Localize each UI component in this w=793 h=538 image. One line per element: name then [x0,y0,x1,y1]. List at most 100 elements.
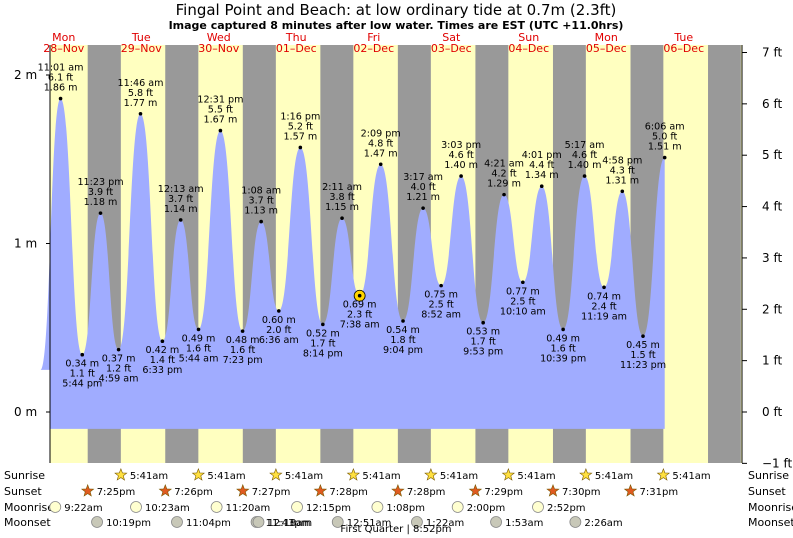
event-time: 2:52pm [547,503,586,514]
event-time: 7:31pm [640,487,679,498]
high-tide-label: 1.40 m [444,160,478,171]
low-tide-label: 0.53 m [466,327,500,338]
day-date: 03–Dec [431,42,472,55]
moonset-icon [91,516,103,528]
high-tide-label: 3:17 am [403,172,443,183]
low-tide-label: 7:23 pm [223,355,263,366]
sun-icon [114,467,128,481]
high-tide-label: 1.67 m [204,115,238,126]
low-tide-label: 0.34 m [65,359,99,370]
high-tide-point [459,174,463,178]
right-axis-label: 4 ft [762,200,782,214]
right-axis-label: 3 ft [762,251,782,265]
high-tide-label: 4:58 pm [602,155,642,166]
low-tide-label: 5:44 am [179,353,219,364]
event-time: 11:20am [226,503,271,514]
event-time: 10:19pm [106,518,151,529]
row-label-right: Sunrise [748,469,789,482]
low-tide-point [277,309,281,313]
right-axis-label: 6 ft [762,97,782,111]
high-tide-point [58,96,63,101]
low-tide-label: 7:38 am [340,320,380,331]
high-tide-label: 3.7 ft [249,196,275,207]
low-tide-label: 2.0 ft [266,325,292,336]
event-time: 2:00pm [467,503,506,514]
day-date: 04–Dec [508,42,549,55]
high-tide-point [218,128,223,133]
event-time: 5:41am [672,471,710,482]
low-tide-label: 10:10 am [500,306,546,317]
low-tide-point [561,327,565,332]
tide-water-area [40,98,665,429]
moonset-icon [569,516,582,528]
event-time: 5:41am [207,471,245,482]
event-time: 7:30pm [562,487,601,498]
moonrise-icon [532,501,544,513]
high-tide-label: 4.8 ft [368,138,394,149]
low-tide-point [521,280,525,285]
event-time: 5:41am [130,471,168,482]
event-time: 12:18am [267,518,312,529]
low-tide-label: 0.49 m [182,333,216,344]
low-tide-label: 4:59 am [99,374,139,385]
moonrise-icon [451,501,464,513]
high-tide-point [421,206,425,210]
high-tide-label: 5.0 ft [652,132,678,143]
low-tide-label: 2.4 ft [591,301,617,312]
low-tide-label: 1.6 ft [230,345,256,356]
axes: 2 m 1 m 0 m 7 ft 6 ft 5 ft 4 ft 3 ft 2 ft 1 ft 0 f… [14,45,793,470]
right-axis-label: 0 ft [762,405,782,419]
high-tide-label: 1.57 m [283,131,317,142]
low-tide-point [602,285,606,290]
high-tide-label: 5.2 ft [288,121,314,132]
low-tide-label: 10:39 pm [540,353,586,364]
high-tide-label: 1.34 m [525,170,559,181]
low-tide-label: 8:52 am [421,310,461,321]
high-tide-label: 1.15 m [325,202,359,213]
low-tide-point [196,327,201,332]
sun-icon [269,467,283,481]
high-tide-label: 6:06 am [645,122,685,133]
event-time: 5:41am [595,471,633,482]
day-date: 28–Nov [43,42,84,55]
high-tide-label: 1.13 m [244,206,278,217]
event-time: 7:28pm [329,487,368,498]
low-tide-label: 2.5 ft [428,300,454,311]
low-tide-label: 0.45 m [626,340,660,351]
low-tide-point [116,347,121,352]
low-tide-label: 0.77 m [506,286,540,297]
day-date: 02–Dec [353,42,394,55]
high-tide-label: 5:17 am [565,140,605,151]
high-tide-label: 1.40 m [568,160,602,171]
high-tide-label: 4.4 ft [529,160,555,171]
day-name: Fri [367,31,380,44]
high-tide-point [98,211,103,215]
high-tide-label: 12:13 am [158,184,204,195]
sun-icon [191,467,206,481]
low-tide-label: 0.52 m [306,328,340,339]
high-tide-label: 1:08 am [241,186,281,197]
moonrise-icon [291,501,303,513]
astro-rows: Sunrise Sunrise 5:41am 5:41am 5:41am 5:41am 5:… [4,467,793,529]
sun-icon [579,467,593,481]
high-tide-point [340,216,344,221]
sunset-icon [80,483,95,497]
high-tide-label: 3.9 ft [88,187,114,198]
low-tide-label: 0.54 m [386,325,420,336]
right-axis-label: −1 ft [762,456,793,470]
high-tide-label: 4.6 ft [572,150,598,161]
day-name: Wed [207,31,231,44]
night-band [708,45,741,463]
day-date: 06–Dec [663,42,704,55]
high-tide-point [259,219,263,224]
sunset-icon [623,483,638,497]
low-tide-label: 2.3 ft [347,310,373,321]
high-tide-label: 3.7 ft [168,194,194,205]
day-name: Mon [52,31,75,44]
low-tide-point [80,352,85,357]
right-axis-label: 5 ft [762,148,782,162]
day-name: Mon [595,31,618,44]
low-tide-point [240,329,245,333]
event-time: 12:15pm [306,503,351,514]
